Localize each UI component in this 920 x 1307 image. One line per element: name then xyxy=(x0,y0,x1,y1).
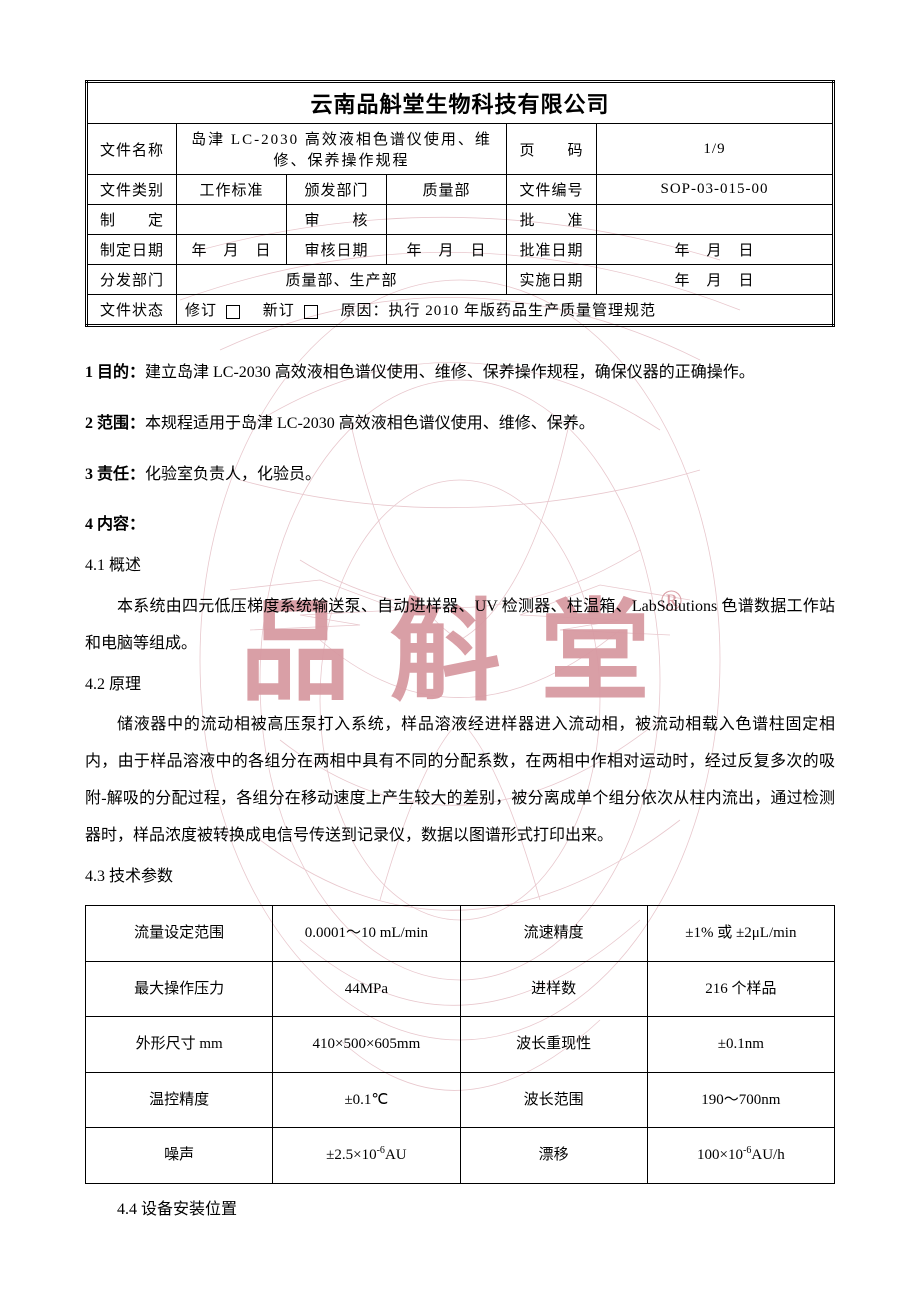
dist-dept-value: 质量部、生产部 xyxy=(177,265,507,295)
s4-title: 4 内容： xyxy=(85,516,145,533)
header-table: 云南品斛堂生物科技有限公司 文件名称 岛津 LC-2030 高效液相色谱仪使用、… xyxy=(85,80,835,327)
spec-cell: 流量设定范围 xyxy=(86,906,273,962)
spec-cell: ±0.1℃ xyxy=(273,1072,460,1128)
spec-cell: 0.0001～10 mL/min xyxy=(273,906,460,962)
section-2: 2 范围：本规程适用于岛津 LC-2030 高效液相色谱仪使用、维修、保养。 xyxy=(85,406,835,443)
label-approve-date: 批准日期 xyxy=(507,235,597,265)
status-revise-label: 修订 xyxy=(185,303,217,319)
spec-cell: 波长范围 xyxy=(460,1072,647,1128)
spec-cell: 外形尺寸 mm xyxy=(86,1017,273,1073)
checkbox-revise[interactable] xyxy=(226,305,240,319)
spec-cell: 进样数 xyxy=(460,961,647,1017)
spec-cell: 波长重现性 xyxy=(460,1017,647,1073)
spec-cell: 最大操作压力 xyxy=(86,961,273,1017)
label-reviewed: 审 核 xyxy=(287,205,387,235)
spec-cell: 噪声 xyxy=(86,1128,273,1184)
label-impl-date: 实施日期 xyxy=(507,265,597,295)
label-issue-dept: 颁发部门 xyxy=(287,175,387,205)
issue-dept-value: 质量部 xyxy=(387,175,507,205)
spec-cell: ±0.1nm xyxy=(647,1017,834,1073)
label-page: 页 码 xyxy=(507,124,597,175)
spec-cell: ±1% 或 ±2μL/min xyxy=(647,906,834,962)
impl-date-value: 年 月 日 xyxy=(597,265,834,295)
checkbox-new[interactable] xyxy=(304,305,318,319)
spec-cell: 190～700nm xyxy=(647,1072,834,1128)
section-4: 4 内容： xyxy=(85,507,835,544)
spec-row: 外形尺寸 mm410×500×605mm波长重现性±0.1nm xyxy=(86,1017,835,1073)
spec-cell: 410×500×605mm xyxy=(273,1017,460,1073)
s3-text: 化验室负责人，化验员。 xyxy=(145,466,321,483)
s41-title: 4.1 概述 xyxy=(85,548,835,585)
doc-status-row: 修订 新订 原因：执行 2010 年版药品生产质量管理规范 xyxy=(177,295,834,326)
company-name: 云南品斛堂生物科技有限公司 xyxy=(87,82,834,124)
s2-text: 本规程适用于岛津 LC-2030 高效液相色谱仪使用、维修、保养。 xyxy=(145,415,595,432)
spec-table: 流量设定范围0.0001～10 mL/min流速精度±1% 或 ±2μL/min… xyxy=(85,905,835,1184)
spec-row: 噪声±2.5×10-6AU漂移100×10-6AU/h xyxy=(86,1128,835,1184)
spec-cell: 温控精度 xyxy=(86,1072,273,1128)
label-doc-no: 文件编号 xyxy=(507,175,597,205)
s2-title: 2 范围： xyxy=(85,415,145,432)
spec-row: 温控精度±0.1℃波长范围190～700nm xyxy=(86,1072,835,1128)
s44-title: 4.4 设备安装位置 xyxy=(85,1192,835,1229)
page-value: 1/9 xyxy=(597,124,834,175)
spec-cell: ±2.5×10-6AU xyxy=(273,1128,460,1184)
label-doc-type: 文件类别 xyxy=(87,175,177,205)
spec-cell: 100×10-6AU/h xyxy=(647,1128,834,1184)
s3-title: 3 责任： xyxy=(85,466,145,483)
doc-no-value: SOP-03-015-00 xyxy=(597,175,834,205)
section-1: 1 目的：建立岛津 LC-2030 高效液相色谱仪使用、维修、保养操作规程，确保… xyxy=(85,355,835,392)
drafted-value xyxy=(177,205,287,235)
label-approved: 批 准 xyxy=(507,205,597,235)
document-page: 云南品斛堂生物科技有限公司 文件名称 岛津 LC-2030 高效液相色谱仪使用、… xyxy=(0,0,920,1289)
s41-text: 本系统由四元低压梯度系统输送泵、自动进样器、UV 检测器、柱温箱、LabSolu… xyxy=(85,589,835,663)
label-dist-dept: 分发部门 xyxy=(87,265,177,295)
draft-date-value: 年 月 日 xyxy=(177,235,287,265)
label-doc-name: 文件名称 xyxy=(87,124,177,175)
approve-date-value: 年 月 日 xyxy=(597,235,834,265)
s1-title: 1 目的： xyxy=(85,364,145,381)
body-content: 1 目的：建立岛津 LC-2030 高效液相色谱仪使用、维修、保养操作规程，确保… xyxy=(85,355,835,1229)
s42-text: 储液器中的流动相被高压泵打入系统，样品溶液经进样器进入流动相，被流动相载入色谱柱… xyxy=(85,707,835,854)
spec-cell: 流速精度 xyxy=(460,906,647,962)
review-date-value: 年 月 日 xyxy=(387,235,507,265)
label-doc-status: 文件状态 xyxy=(87,295,177,326)
reviewed-value xyxy=(387,205,507,235)
label-draft-date: 制定日期 xyxy=(87,235,177,265)
s1-text: 建立岛津 LC-2030 高效液相色谱仪使用、维修、保养操作规程，确保仪器的正确… xyxy=(145,364,755,381)
doc-name-value: 岛津 LC-2030 高效液相色谱仪使用、维修、保养操作规程 xyxy=(177,124,507,175)
status-reason-label: 原因： xyxy=(341,303,389,319)
spec-cell: 漂移 xyxy=(460,1128,647,1184)
spec-row: 流量设定范围0.0001～10 mL/min流速精度±1% 或 ±2μL/min xyxy=(86,906,835,962)
spec-cell: 216 个样品 xyxy=(647,961,834,1017)
spec-cell: 44MPa xyxy=(273,961,460,1017)
s43-title: 4.3 技术参数 xyxy=(85,859,835,896)
approved-value xyxy=(597,205,834,235)
label-drafted: 制 定 xyxy=(87,205,177,235)
s42-title: 4.2 原理 xyxy=(85,667,835,704)
doc-type-value: 工作标准 xyxy=(177,175,287,205)
status-reason: 执行 2010 年版药品生产质量管理规范 xyxy=(389,303,657,319)
label-review-date: 审核日期 xyxy=(287,235,387,265)
section-3: 3 责任：化验室负责人，化验员。 xyxy=(85,457,835,494)
status-new-label: 新订 xyxy=(263,303,295,319)
spec-row: 最大操作压力44MPa进样数216 个样品 xyxy=(86,961,835,1017)
